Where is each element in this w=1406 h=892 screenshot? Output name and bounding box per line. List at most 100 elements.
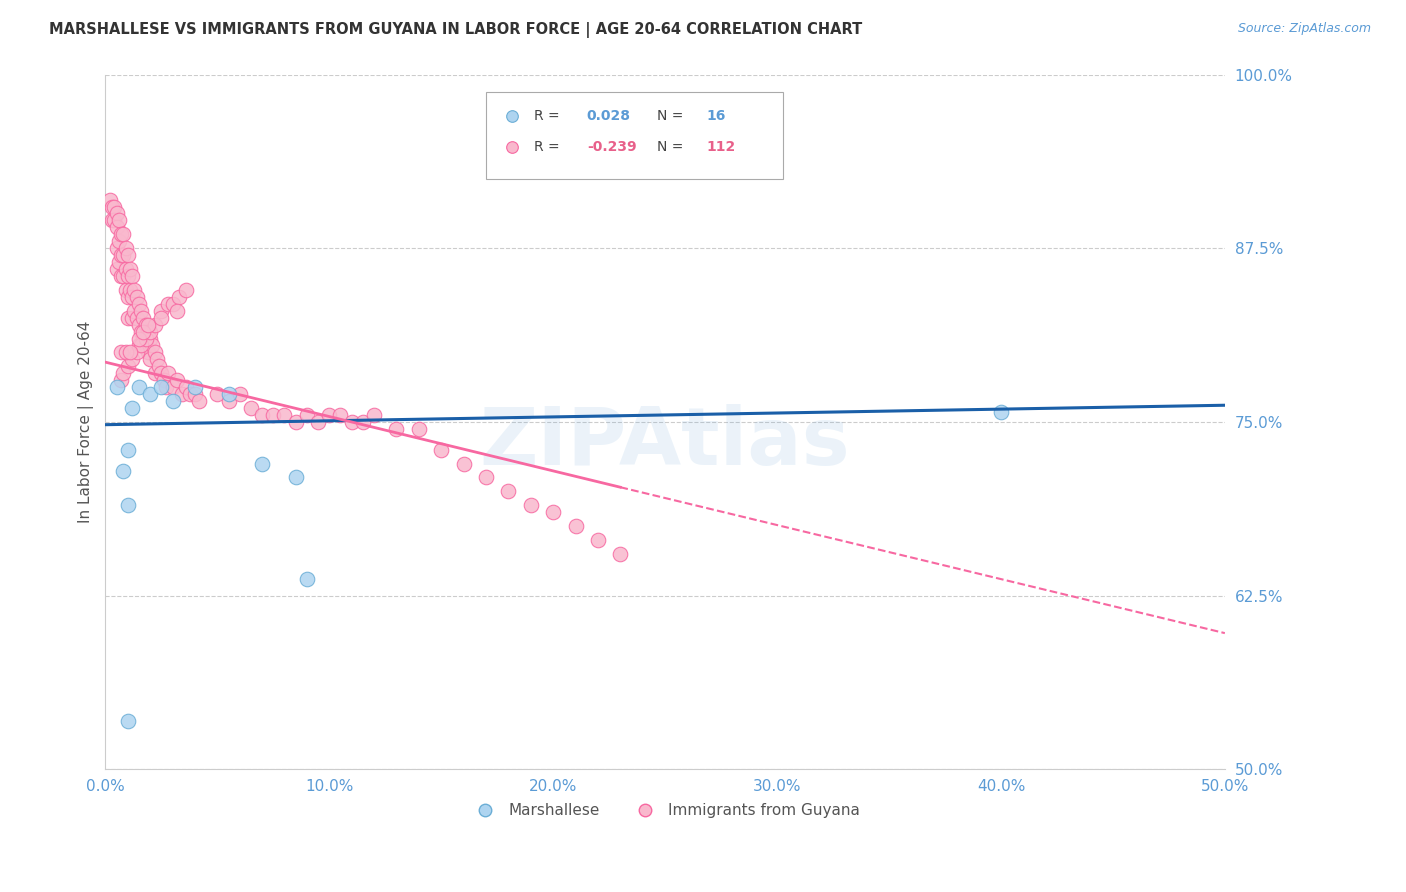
Point [136, 325, 159, 339]
Point [155, 380, 177, 394]
Point [139, 352, 162, 367]
Point [117, 248, 139, 262]
Text: R =: R = [534, 109, 560, 123]
Point [143, 366, 166, 380]
FancyBboxPatch shape [486, 92, 783, 178]
Point [174, 380, 197, 394]
Point [218, 387, 240, 401]
Point [170, 387, 193, 401]
Point [117, 359, 139, 374]
Point [228, 387, 250, 401]
Text: 112: 112 [707, 140, 735, 154]
Point [124, 283, 146, 297]
Point [117, 442, 139, 457]
Point [110, 345, 132, 359]
Point [98, 193, 121, 207]
Point [112, 464, 135, 478]
Point [108, 255, 131, 269]
Point [498, 484, 520, 499]
Point [609, 547, 631, 561]
Point [408, 422, 430, 436]
Point [114, 283, 136, 297]
Point [262, 408, 284, 422]
Point [184, 387, 207, 401]
Point [118, 345, 141, 359]
Point [121, 352, 143, 367]
Point [143, 318, 166, 332]
Point [169, 290, 191, 304]
Text: Source: ZipAtlas.com: Source: ZipAtlas.com [1237, 22, 1371, 36]
Point [129, 303, 152, 318]
Point [135, 338, 157, 352]
Point [179, 387, 201, 401]
Point [162, 297, 184, 311]
Point [117, 714, 139, 728]
Point [117, 310, 139, 325]
Point [329, 408, 352, 422]
Point [117, 268, 139, 283]
Point [295, 408, 318, 422]
Point [112, 268, 135, 283]
Point [148, 359, 170, 374]
Y-axis label: In Labor Force | Age 20-64: In Labor Force | Age 20-64 [79, 321, 94, 523]
Point [143, 345, 166, 359]
Point [125, 345, 148, 359]
Point [239, 401, 262, 415]
Point [520, 498, 543, 512]
Point [103, 213, 125, 227]
Text: 16: 16 [707, 109, 725, 123]
Point [141, 338, 163, 352]
Point [157, 366, 180, 380]
Point [125, 290, 148, 304]
Point [114, 241, 136, 255]
Point [135, 318, 157, 332]
Point [352, 415, 374, 429]
Point [125, 310, 148, 325]
Point [430, 442, 453, 457]
Point [132, 310, 155, 325]
Point [907, 151, 929, 165]
Point [586, 533, 609, 547]
Point [121, 268, 143, 283]
Legend: Marshallese, Immigrants from Guyana: Marshallese, Immigrants from Guyana [464, 797, 866, 824]
Point [112, 227, 135, 242]
Point [117, 498, 139, 512]
Text: -0.239: -0.239 [586, 140, 637, 154]
Point [174, 283, 197, 297]
Point [340, 415, 363, 429]
Point [108, 234, 131, 248]
Text: R =: R = [534, 140, 560, 154]
Point [166, 373, 188, 387]
Point [105, 220, 128, 235]
Point [129, 325, 152, 339]
Point [112, 248, 135, 262]
Text: 0.028: 0.028 [586, 109, 631, 123]
Point [114, 262, 136, 277]
Point [162, 380, 184, 394]
Point [135, 332, 157, 346]
Point [128, 380, 150, 394]
Point [118, 283, 141, 297]
Text: N =: N = [657, 109, 683, 123]
Point [118, 262, 141, 277]
Point [990, 405, 1012, 419]
Point [188, 394, 211, 409]
Text: N =: N = [657, 140, 683, 154]
Point [139, 332, 162, 346]
Point [453, 457, 475, 471]
Text: ZIPAtlas: ZIPAtlas [479, 404, 851, 482]
Point [128, 297, 150, 311]
Point [121, 290, 143, 304]
Point [105, 380, 128, 394]
Point [132, 332, 155, 346]
Point [541, 505, 564, 519]
Point [139, 387, 162, 401]
Point [295, 572, 318, 586]
Point [385, 422, 408, 436]
Point [101, 213, 124, 227]
Point [128, 338, 150, 352]
Point [105, 262, 128, 277]
Point [121, 310, 143, 325]
Point [110, 227, 132, 242]
Point [117, 290, 139, 304]
